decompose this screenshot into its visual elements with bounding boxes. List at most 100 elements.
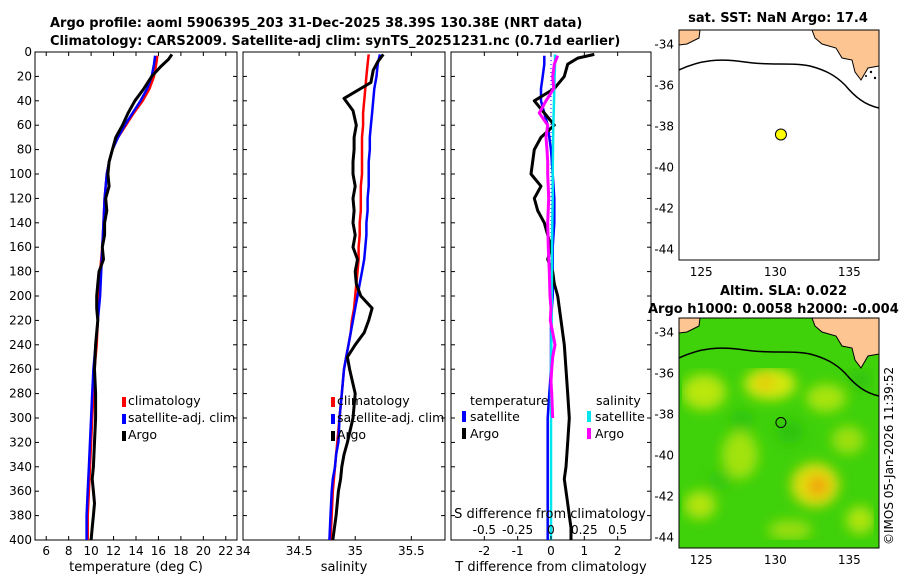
depth-tick-label: 220 (9, 313, 32, 327)
depth-tick-label: 400 (9, 533, 32, 547)
depth-tick-label: 160 (9, 240, 32, 254)
legend-swatch-climatology (122, 397, 126, 407)
sst-map-ytick-label: -44 (654, 243, 674, 257)
salinity-profile-argo-line (331, 53, 385, 540)
depth-tick-label: 80 (17, 143, 32, 157)
difference-profile-temperature-satellite-line (539, 55, 556, 540)
salinity-difference-tick-label: 0.5 (608, 523, 627, 537)
depth-tick-label: 280 (9, 387, 32, 401)
sst-map-ytick-label: -34 (654, 37, 674, 51)
depth-tick-label: 140 (9, 216, 32, 230)
legend-swatch-sal-satellite (587, 411, 591, 422)
temperature-profile-xtick-label: 22 (218, 544, 233, 558)
depth-tick-label: 200 (9, 289, 32, 303)
difference-profile-xtick-label: 1 (581, 544, 589, 558)
legend-label-satellite: satellite-adj. clim (337, 410, 444, 425)
legend-label-sal-satellite: satellite (595, 409, 645, 424)
salinity-xlabel: salinity (321, 560, 368, 575)
temperature-profile-xtick-label: 6 (42, 544, 50, 558)
temperature-xlabel: temperature (deg C) (69, 560, 203, 575)
temperature-legend: climatology satellite-adj. clim Argo (122, 393, 235, 442)
sst-land-east (811, 30, 879, 81)
legend-title-temperature: temperature (470, 393, 549, 408)
salinity-series (328, 53, 385, 540)
salinity-difference-tick-label: 0 (547, 523, 555, 537)
legend-swatch-temp-satellite (462, 411, 466, 422)
sla-map-ytick-label: -38 (654, 408, 674, 422)
difference-profile-xtick-label: -2 (478, 544, 490, 558)
legend-label-climatology: climatology (128, 393, 201, 408)
difference-profile-xtick-label: 0 (547, 544, 555, 558)
sla-map-area (679, 318, 879, 548)
temperature-profile-xtick-label: 16 (151, 544, 166, 558)
legend-title-salinity: salinity (596, 393, 641, 408)
temperature-profile-satellite-adj-clim-line (85, 55, 157, 540)
sst-map-title: sat. SST: NaN Argo: 17.4 (688, 11, 868, 26)
header-line-2: Climatology: CARS2009. Satellite-adj cli… (50, 34, 620, 49)
salinity-profile-satellite-adj-clim-line (328, 54, 382, 540)
sst-map-xtick-label: 135 (838, 265, 861, 279)
salinity-profile-xtick-label: 35.5 (398, 544, 425, 558)
temperature-profile-xtick-label: 18 (173, 544, 188, 558)
sla-land-east (811, 318, 879, 369)
depth-tick-label: 360 (9, 484, 32, 498)
temperature-profile-xtick-label: 10 (83, 544, 98, 558)
sla-map-xtick-label: 130 (764, 553, 787, 567)
sla-map-ytick-label: -40 (654, 449, 674, 463)
sla-field-blobs (682, 368, 874, 540)
depth-tick-label: 0 (24, 45, 32, 59)
legend-label-sal-argo: Argo (595, 426, 624, 441)
salinity-profile-xtick-label: 34.5 (286, 544, 313, 558)
difference-profile-xtick-label: -1 (512, 544, 524, 558)
sst-shelf-contour (679, 59, 879, 109)
sst-map-ytick-label: -42 (654, 202, 674, 216)
depth-tick-label: 20 (17, 69, 32, 83)
depth-tick-label: 120 (9, 191, 32, 205)
difference-x2label: S difference from climatology (454, 507, 646, 522)
sla-map-xtick-label: 135 (838, 553, 861, 567)
temperature-axes (34, 51, 238, 541)
sla-map-xtick-label: 125 (690, 553, 713, 567)
difference-profile-xtick-label: 2 (614, 544, 622, 558)
sla-float-marker (775, 417, 787, 429)
legend-label-temp-satellite: satellite (470, 409, 520, 424)
legend-label-satellite: satellite-adj. clim (128, 410, 235, 425)
legend-swatch-temp-argo (462, 428, 466, 439)
sst-map-ytick-label: -36 (654, 78, 674, 92)
sla-map-subtitle: Argo h1000: 0.0058 h2000: -0.004 (648, 302, 899, 317)
legend-swatch-satellite (331, 414, 335, 424)
sla-map-ytick-label: -42 (654, 490, 674, 504)
legend-label-argo: Argo (337, 427, 366, 442)
sst-land-west (679, 30, 701, 46)
difference-series (529, 52, 595, 540)
depth-tick-label: 320 (9, 435, 32, 449)
temperature-profile-argo-line (89, 53, 174, 540)
depth-tick-label: 300 (9, 411, 32, 425)
depth-tick-label: 240 (9, 338, 32, 352)
temperature-profile-xtick-label: 8 (65, 544, 73, 558)
sla-shelf-contour (679, 347, 879, 397)
sla-map-title: Altim. SLA: 0.022 (720, 284, 847, 299)
legend-label-climatology: climatology (337, 393, 410, 408)
salinity-axes (242, 51, 446, 541)
temperature-profile-xtick-label: 14 (128, 544, 143, 558)
legend-label-argo: Argo (128, 427, 157, 442)
depth-tick-label: 340 (9, 460, 32, 474)
salinity-difference-tick-label: -0.25 (502, 523, 533, 537)
sst-float-marker (774, 128, 787, 141)
difference-profile-salinity-argo-line (537, 55, 560, 419)
legend-label-temp-argo: Argo (470, 426, 499, 441)
sst-map-ytick-label: -38 (654, 120, 674, 134)
legend-swatch-climatology (331, 397, 335, 407)
sla-land-west (679, 318, 701, 334)
sla-map-ytick-label: -36 (654, 366, 674, 380)
salinity-profile-xtick-label: 34 (235, 544, 250, 558)
temperature-profile-xtick-label: 20 (196, 544, 211, 558)
legend-swatch-argo (122, 431, 126, 441)
sla-map-ytick-label: -44 (654, 531, 674, 545)
depth-tick-label: 60 (17, 118, 32, 132)
imos-stamp: ©IMOS 05-Jan-2026 11:39:52 (882, 367, 896, 545)
depth-tick-label: 180 (9, 265, 32, 279)
legend-swatch-argo (331, 431, 335, 441)
temperature-series (85, 53, 174, 540)
